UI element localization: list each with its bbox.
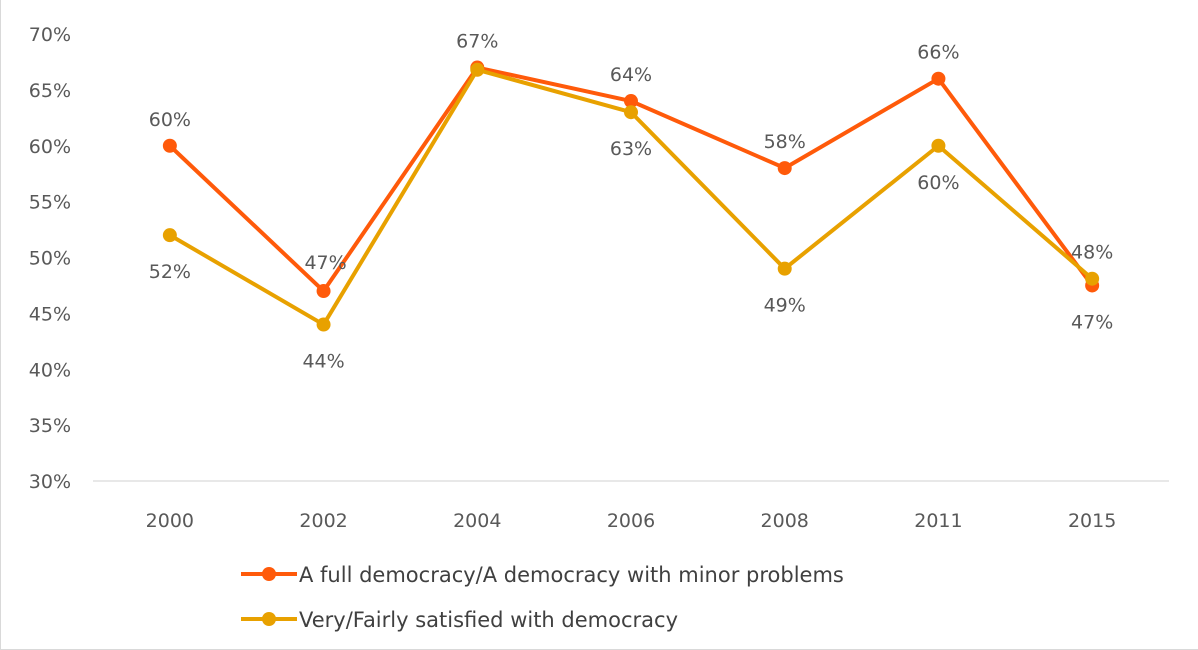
x-tick-label: 2008 <box>761 510 809 532</box>
data-label: 49% <box>764 295 806 317</box>
data-label: 47% <box>304 252 346 274</box>
data-point <box>470 62 485 77</box>
y-axis-ticks: 30% 35% 40% 45% 50% 55% 60% 65% 70% <box>29 24 71 493</box>
data-point <box>162 138 177 153</box>
data-point <box>316 284 331 299</box>
data-label: 47% <box>1071 311 1113 333</box>
data-point <box>777 161 792 176</box>
y-tick-label: 70% <box>29 24 71 46</box>
x-tick-label: 2015 <box>1068 510 1116 532</box>
y-tick-label: 45% <box>29 303 71 325</box>
data-label: 66% <box>917 42 959 64</box>
x-tick-label: 2004 <box>453 510 501 532</box>
data-point <box>624 105 638 120</box>
x-tick-label: 2000 <box>146 510 194 532</box>
data-point <box>777 261 792 276</box>
data-label: 64% <box>610 64 652 86</box>
legend-label: Very/Fairly satisfied with democracy <box>299 608 678 632</box>
data-label: 44% <box>302 351 344 373</box>
x-tick-label: 2006 <box>607 510 655 532</box>
data-label: 52% <box>149 261 191 283</box>
data-label: 60% <box>149 109 191 131</box>
legend: A full democracy/A democracy with minor … <box>241 563 844 632</box>
y-tick-label: 50% <box>29 248 71 270</box>
data-point <box>931 138 946 153</box>
x-tick-label: 2011 <box>914 510 962 532</box>
data-labels: 60% 47% 67% 64% 58% 66% 47% 52% 44% 63% 49% 60% 48% <box>149 31 1114 373</box>
data-point <box>316 317 331 332</box>
x-tick-label: 2002 <box>299 510 347 532</box>
legend-label: A full democracy/A democracy with minor … <box>299 563 844 587</box>
y-tick-label: 65% <box>29 80 71 102</box>
series-layer <box>162 60 1100 332</box>
data-point <box>931 71 946 86</box>
data-label: 48% <box>1071 242 1113 264</box>
data-point <box>162 228 177 243</box>
data-label: 60% <box>917 172 959 194</box>
data-point <box>1085 271 1100 286</box>
data-point <box>624 94 638 109</box>
data-label: 63% <box>610 138 652 160</box>
y-tick-label: 30% <box>29 471 71 493</box>
y-tick-label: 40% <box>29 359 71 381</box>
y-tick-label: 55% <box>29 192 71 214</box>
data-label: 67% <box>456 31 498 53</box>
x-axis-ticks: 2000 2002 2004 2006 2008 2011 2015 <box>146 510 1117 532</box>
legend-swatch-marker <box>262 567 276 581</box>
legend-swatch-marker <box>262 612 276 626</box>
y-tick-label: 60% <box>29 136 71 158</box>
data-label: 58% <box>764 131 806 153</box>
y-tick-label: 35% <box>29 415 71 437</box>
